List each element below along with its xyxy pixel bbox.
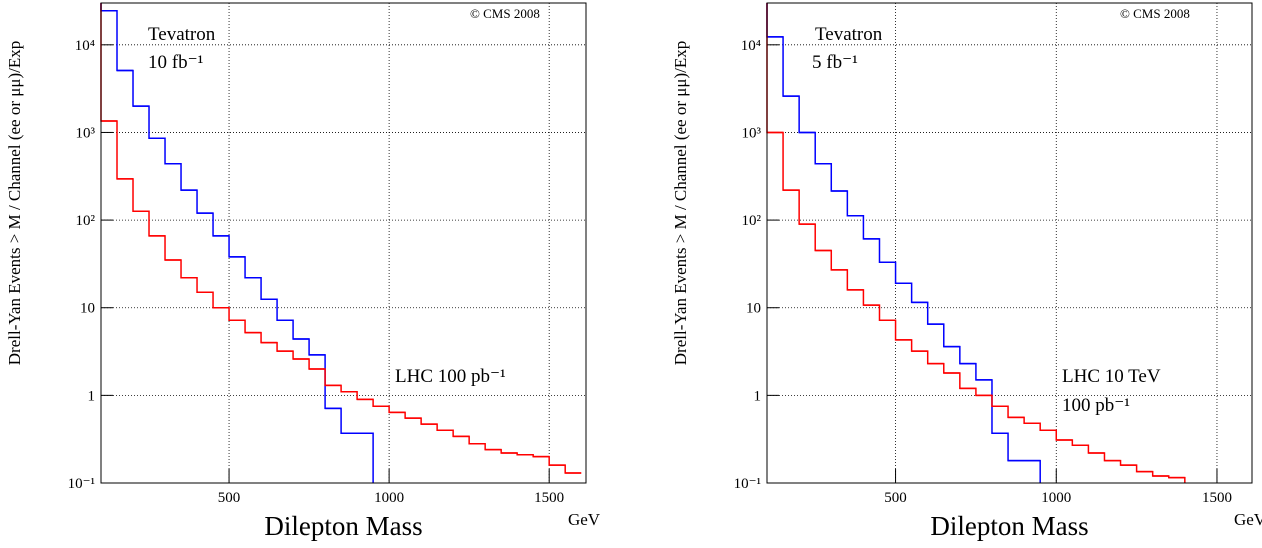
histogram-outline — [100, 3, 582, 474]
y-tick-label: 10⁴ — [741, 38, 761, 54]
histogram-outline — [100, 3, 374, 483]
x-tick-label: 500 — [218, 490, 241, 506]
y-axis-label: Drell-Yan Events > M / Channel (ee or μμ… — [671, 41, 690, 365]
histogram-outline — [766, 3, 1186, 483]
x-tick-label: 500 — [884, 490, 907, 506]
y-tick-label: 10 — [80, 301, 95, 317]
y-tick-label: 1 — [88, 388, 96, 404]
plot-frame — [766, 2, 1253, 484]
y-tick-label: 10³ — [742, 125, 762, 141]
annotation: © CMS 2008 — [1120, 6, 1190, 21]
y-axis-label: Drell-Yan Events > M / Channel (ee or μμ… — [5, 41, 24, 365]
y-tick-label: 10³ — [76, 125, 96, 141]
annotation: 5 fb⁻¹ — [812, 52, 858, 73]
annotation: Tevatron — [815, 24, 883, 45]
annotation: LHC 100 pb⁻¹ — [395, 366, 506, 387]
x-axis-label: Dilepton Mass — [264, 511, 422, 541]
x-tick-label: 1500 — [1202, 490, 1232, 506]
annotation: © CMS 2008 — [470, 6, 540, 21]
x-tick-label: 1000 — [374, 490, 404, 506]
histogram-outline — [766, 3, 1041, 483]
y-tick-label: 10 — [746, 301, 761, 317]
x-axis-unit: GeV — [1234, 510, 1262, 529]
annotation: Tevatron — [148, 24, 216, 45]
annotation: LHC 10 TeV — [1062, 366, 1161, 387]
x-tick-label: 1000 — [1041, 490, 1071, 506]
y-tick-label: 10² — [742, 213, 762, 229]
y-tick-label: 1 — [754, 388, 762, 404]
y-tick-label: 10⁴ — [75, 38, 95, 54]
y-tick-label: 10⁻¹ — [734, 476, 761, 492]
x-axis-label: Dilepton Mass — [930, 511, 1088, 541]
x-tick-label: 1500 — [534, 490, 564, 506]
annotation: 10 fb⁻¹ — [148, 52, 204, 73]
annotation: 100 pb⁻¹ — [1062, 395, 1130, 416]
plot-frame — [100, 2, 587, 484]
y-tick-label: 10⁻¹ — [68, 476, 95, 492]
y-tick-label: 10² — [76, 213, 96, 229]
x-axis-unit: GeV — [568, 510, 601, 529]
